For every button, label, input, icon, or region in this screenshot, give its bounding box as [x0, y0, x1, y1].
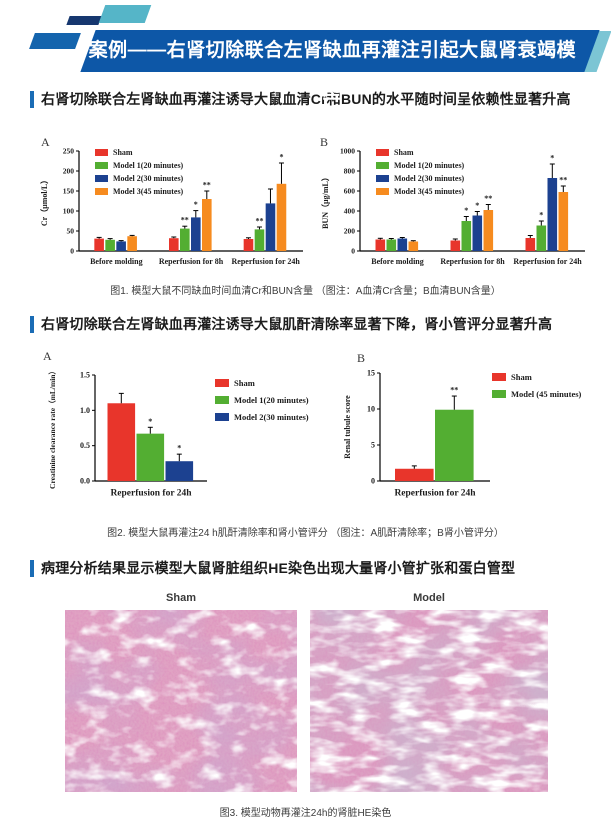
svg-text:Reperfusion for 8h: Reperfusion for 8h — [159, 257, 224, 266]
svg-text:Sham: Sham — [113, 148, 133, 157]
section-heading-1: 右肾切除联合左肾缺血再灌注诱导大鼠血清Cr和BUN的水平随时间呈依赖性显著升高 — [30, 89, 571, 109]
svg-text:150: 150 — [63, 187, 75, 196]
page-title: 案例——右肾切除联合左肾缺血再灌注引起大鼠肾衰竭模型 — [88, 40, 577, 103]
histology-label-sham: Sham — [166, 592, 196, 604]
section-heading-text: 右肾切除联合左肾缺血再灌注诱导大鼠血清Cr和BUN的水平随时间呈依赖性显著升高 — [41, 91, 571, 107]
svg-text:250: 250 — [63, 147, 75, 156]
svg-text:400: 400 — [344, 207, 356, 216]
chart-canvas-tubule-score: 0 5 10 15 Renal tubule score ** Reperfusion fo… — [330, 357, 610, 512]
svg-text:Reperfusion for 24h: Reperfusion for 24h — [394, 489, 476, 499]
svg-text:Sham: Sham — [234, 378, 255, 388]
svg-text:**: ** — [559, 176, 567, 185]
svg-text:1.0: 1.0 — [80, 406, 90, 415]
svg-text:*: * — [177, 444, 181, 453]
heading-accent-bar — [30, 90, 34, 108]
svg-text:Before molding: Before molding — [371, 257, 424, 266]
panel-label: B — [320, 135, 329, 149]
decor-parallelogram-teal — [98, 5, 152, 23]
svg-text:Model 2(30 minutes): Model 2(30 minutes) — [394, 174, 465, 183]
svg-text:600: 600 — [344, 187, 356, 196]
svg-text:0: 0 — [70, 247, 74, 256]
section-heading-3: 病理分析结果显示模型大鼠肾脏组织HE染色出现大量肾小管扩张和蛋白管型 — [30, 558, 515, 578]
svg-text:Model 2(30 minutes): Model 2(30 minutes) — [234, 412, 309, 422]
title-banner: 案例——右肾切除联合左肾缺血再灌注引起大鼠肾衰竭模型 — [80, 30, 600, 103]
svg-text:*: * — [148, 417, 152, 426]
svg-text:100: 100 — [63, 207, 75, 216]
svg-text:0.0: 0.0 — [80, 477, 90, 486]
svg-text:BUN（μg/mL）: BUN（μg/mL） — [320, 173, 330, 229]
svg-text:15: 15 — [367, 369, 375, 378]
svg-text:Reperfusion for 24h: Reperfusion for 24h — [232, 257, 301, 266]
histology-image-model — [310, 610, 548, 792]
svg-text:Before molding: Before molding — [90, 257, 143, 266]
svg-text:Model 1(20 minutes): Model 1(20 minutes) — [113, 161, 184, 170]
heading-accent-bar — [30, 559, 34, 577]
svg-text:Creatinine clearance rate（mL/m: Creatinine clearance rate（mL/min） — [47, 367, 57, 489]
svg-text:Model 3(45 minutes): Model 3(45 minutes) — [394, 187, 465, 196]
svg-text:**: ** — [203, 181, 211, 190]
svg-text:**: ** — [181, 216, 189, 225]
svg-text:*: * — [550, 154, 554, 163]
svg-text:Model 1(20 minutes): Model 1(20 minutes) — [234, 395, 309, 405]
svg-text:1000: 1000 — [340, 147, 355, 156]
svg-text:Model 1(20 minutes): Model 1(20 minutes) — [394, 161, 465, 170]
svg-text:Model 2(30 minutes): Model 2(30 minutes) — [113, 174, 184, 183]
decor-parallelogram-blue — [29, 33, 81, 49]
figure2-caption: 图2. 模型大鼠再灌注24 h肌酐清除率和肾小管评分 （图注：A肌酐清除率；B肾… — [107, 528, 504, 539]
svg-text:50: 50 — [67, 227, 75, 236]
section-heading-text: 右肾切除联合左肾缺血再灌注诱导大鼠肌酐清除率显著下降，肾小管评分显著升高 — [41, 316, 553, 332]
panel-label: B — [357, 351, 366, 365]
svg-text:Cr（μmol/L）: Cr（μmol/L） — [39, 176, 49, 226]
heading-accent-bar — [30, 315, 34, 333]
svg-text:Sham: Sham — [394, 148, 414, 157]
svg-text:*: * — [539, 211, 543, 220]
svg-text:Reperfusion for 8h: Reperfusion for 8h — [440, 257, 505, 266]
svg-text:Model (45 minutes): Model (45 minutes) — [511, 389, 582, 399]
svg-text:0.5: 0.5 — [80, 441, 90, 450]
histology-image-sham — [65, 610, 297, 792]
svg-text:800: 800 — [344, 167, 356, 176]
bar-chart-serum-bun: B 0 200 400 600 800 1000 BUN（μg/mL） Before mold… — [312, 133, 593, 280]
svg-text:Model 3(45 minutes): Model 3(45 minutes) — [113, 187, 184, 196]
svg-text:Renal tubule score: Renal tubule score — [343, 395, 352, 459]
svg-text:**: ** — [450, 386, 458, 395]
svg-text:Reperfusion for 24h: Reperfusion for 24h — [110, 489, 192, 499]
svg-text:**: ** — [255, 217, 263, 226]
figure3-caption: 图3. 模型动物再灌注24h的肾脏HE染色 — [219, 808, 392, 819]
panel-label: A — [41, 135, 50, 149]
svg-text:*: * — [194, 200, 198, 209]
bar-chart-renal-tubule-score: B 0 5 10 15 Renal tubule score ** Reperfusion … — [330, 345, 610, 512]
decor-parallelogram-navy — [66, 16, 102, 25]
svg-text:**: ** — [484, 194, 492, 203]
svg-text:Reperfusion for 24h: Reperfusion for 24h — [513, 257, 582, 266]
svg-text:*: * — [279, 153, 283, 162]
section-heading-2: 右肾切除联合左肾缺血再灌注诱导大鼠肌酐清除率显著下降，肾小管评分显著升高 — [30, 314, 552, 334]
svg-text:200: 200 — [63, 167, 75, 176]
section-heading-text: 病理分析结果显示模型大鼠肾脏组织HE染色出现大量肾小管扩张和蛋白管型 — [41, 560, 516, 576]
svg-text:0: 0 — [351, 247, 355, 256]
histology-label-model: Model — [413, 592, 445, 604]
chart-canvas-clearance: 0.0 0.5 1.0 1.5 Creatinine clearance rate（mL… — [35, 357, 325, 512]
svg-text:1.5: 1.5 — [80, 371, 90, 380]
svg-text:5: 5 — [371, 441, 375, 450]
bar-chart-creatinine-clearance: A 0.0 0.5 1.0 1.5 Creatinine clearance rate（… — [35, 345, 325, 512]
chart-canvas-cr: 0 50 100 150 200 250 Cr（μmol/L） Before molding *… — [33, 145, 311, 280]
panel-label: A — [43, 349, 52, 363]
bar-chart-serum-cr: A 0 50 100 150 200 250 Cr（μmol/L） Before moldin… — [33, 133, 311, 280]
svg-text:*: * — [464, 206, 468, 215]
svg-text:*: * — [475, 201, 479, 210]
svg-text:200: 200 — [344, 227, 356, 236]
figure1-caption: 图1. 模型大鼠不同缺血时间血清Cr和BUN含量 （图注：A血清Cr含量；B血清… — [110, 286, 501, 297]
svg-text:0: 0 — [371, 477, 375, 486]
svg-text:Sham: Sham — [511, 372, 532, 382]
chart-canvas-bun: 0 200 400 600 800 1000 BUN（μg/mL） Before moldin… — [312, 145, 593, 280]
svg-text:10: 10 — [367, 405, 375, 414]
